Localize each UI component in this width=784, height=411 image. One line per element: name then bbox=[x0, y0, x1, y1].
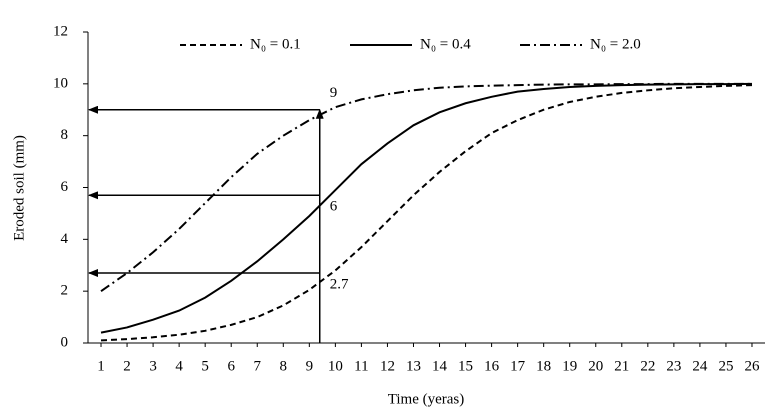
x-tick-label: 11 bbox=[354, 358, 368, 374]
annotation-label: 6 bbox=[330, 199, 338, 215]
x-tick-label: 8 bbox=[280, 358, 288, 374]
x-tick-label: 17 bbox=[510, 358, 526, 374]
x-tick-label: 25 bbox=[718, 358, 733, 374]
x-tick-label: 23 bbox=[666, 358, 681, 374]
x-tick-label: 4 bbox=[175, 358, 183, 374]
y-tick-label: 12 bbox=[53, 23, 68, 39]
series-line bbox=[100, 82, 752, 292]
x-tick-label: 6 bbox=[227, 358, 235, 374]
annotation-label: 2.7 bbox=[330, 276, 349, 292]
y-tick-label: 4 bbox=[61, 231, 69, 247]
x-tick-label: 19 bbox=[562, 358, 577, 374]
series-line bbox=[100, 84, 753, 342]
y-tick-label: 10 bbox=[53, 75, 68, 91]
x-axis-label: Time (yeras) bbox=[388, 391, 465, 407]
x-tick-label: 18 bbox=[536, 358, 551, 374]
x-tick-label: 3 bbox=[149, 358, 157, 374]
x-tick-label: 14 bbox=[432, 358, 448, 374]
x-tick-label: 13 bbox=[406, 358, 421, 374]
y-axis-label: Eroded soil (mm) bbox=[11, 135, 27, 241]
x-tick-label: 24 bbox=[692, 358, 708, 374]
x-tick-label: 21 bbox=[614, 358, 629, 374]
x-tick-label: 22 bbox=[640, 358, 655, 374]
legend-label: N₀ = 0.4 bbox=[420, 36, 471, 52]
annotation-label: 9 bbox=[330, 85, 338, 101]
y-tick-label: 8 bbox=[61, 127, 69, 143]
x-tick-label: 26 bbox=[744, 358, 760, 374]
x-tick-label: 20 bbox=[588, 358, 603, 374]
x-tick-label: 16 bbox=[484, 358, 500, 374]
x-tick-label: 10 bbox=[328, 358, 343, 374]
legend-label: N₀ = 0.1 bbox=[250, 36, 301, 52]
x-tick-label: 2 bbox=[123, 358, 131, 374]
x-tick-label: 5 bbox=[201, 358, 209, 374]
x-tick-label: 1 bbox=[97, 358, 105, 374]
x-tick-label: 15 bbox=[458, 358, 473, 374]
x-tick-label: 12 bbox=[380, 358, 395, 374]
legend-label: N₀ = 2.0 bbox=[590, 36, 641, 52]
y-tick-label: 0 bbox=[61, 334, 69, 350]
x-tick-label: 9 bbox=[306, 358, 314, 374]
y-tick-label: 6 bbox=[61, 179, 69, 195]
y-tick-label: 2 bbox=[61, 283, 69, 299]
x-tick-label: 7 bbox=[254, 358, 262, 374]
